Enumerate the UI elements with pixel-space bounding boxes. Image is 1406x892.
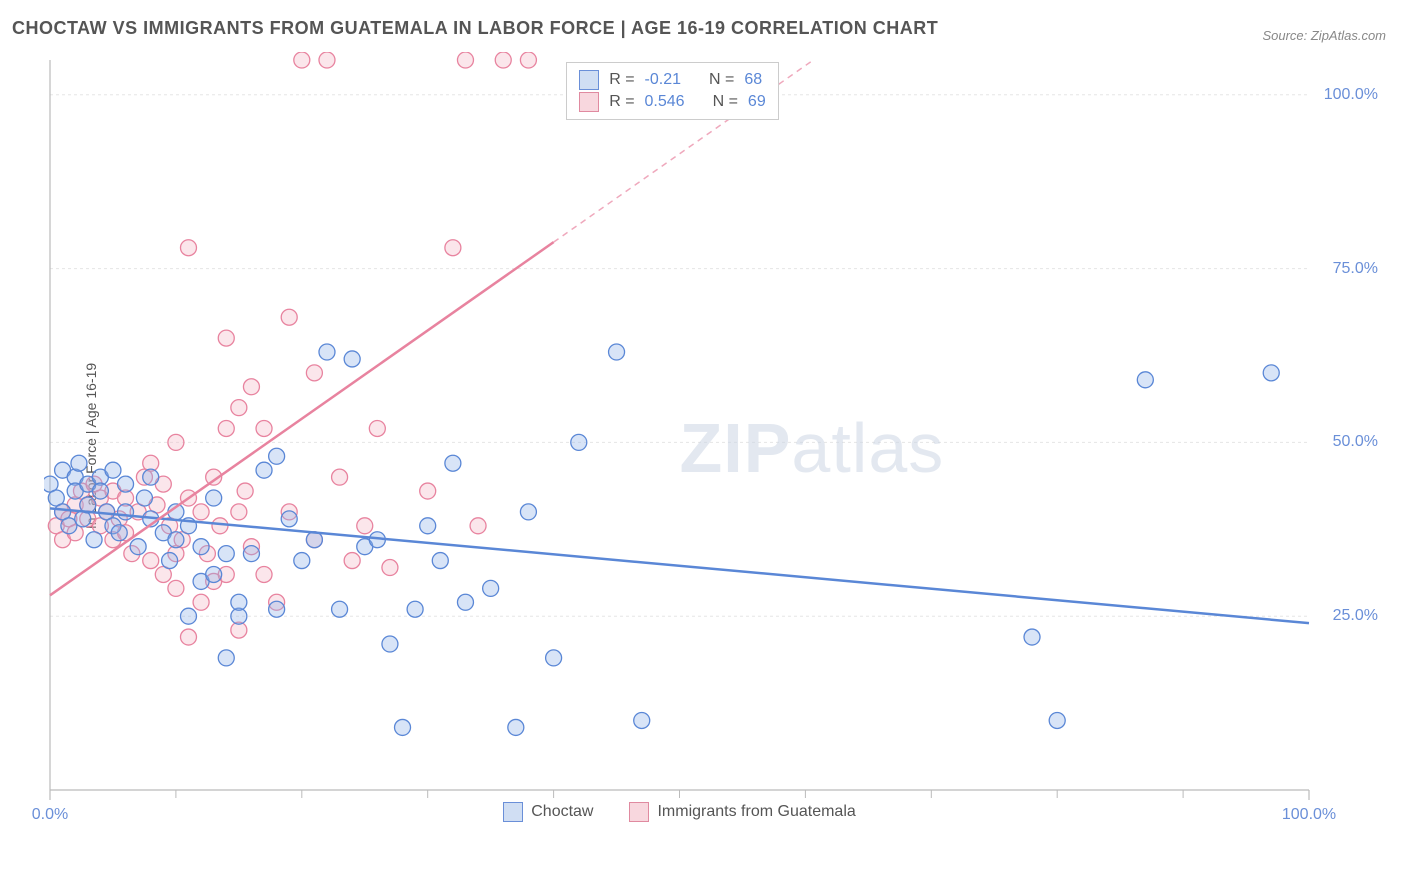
swatch-choctaw	[579, 70, 599, 90]
scatter-plot-svg	[44, 52, 1384, 832]
r-label: R =	[609, 91, 634, 113]
swatch-guatemala	[579, 92, 599, 112]
n-value-choctaw: 68	[744, 69, 762, 91]
y-tick-75: 75.0%	[1333, 260, 1378, 278]
legend-row-guatemala: R = 0.546 N = 69	[579, 91, 766, 113]
x-tick-100: 100.0%	[1282, 806, 1336, 824]
chart-source: Source: ZipAtlas.com	[1262, 28, 1386, 43]
series-legend: Choctaw Immigrants from Guatemala	[503, 802, 856, 822]
y-tick-25: 25.0%	[1333, 607, 1378, 625]
n-value-guatemala: 69	[748, 91, 766, 113]
legend-label-guatemala: Immigrants from Guatemala	[657, 803, 855, 821]
x-tick-0: 0.0%	[32, 806, 68, 824]
r-value-choctaw: -0.21	[645, 69, 681, 91]
swatch-choctaw-bottom	[503, 802, 523, 822]
y-tick-100: 100.0%	[1324, 86, 1378, 104]
swatch-guatemala-bottom	[629, 802, 649, 822]
chart-container: { "title": "CHOCTAW VS IMMIGRANTS FROM G…	[0, 0, 1406, 892]
r-value-guatemala: 0.546	[645, 91, 685, 113]
plot-area: 25.0% 50.0% 75.0% 100.0% 0.0% 100.0% R =…	[44, 52, 1384, 832]
correlation-legend: R = -0.21 N = 68 R = 0.546 N = 69	[566, 62, 779, 120]
n-label: N =	[713, 91, 738, 113]
legend-label-choctaw: Choctaw	[531, 803, 593, 821]
y-tick-50: 50.0%	[1333, 433, 1378, 451]
chart-title: CHOCTAW VS IMMIGRANTS FROM GUATEMALA IN …	[12, 18, 938, 39]
legend-row-choctaw: R = -0.21 N = 68	[579, 69, 766, 91]
r-label: R =	[609, 69, 634, 91]
n-label: N =	[709, 69, 734, 91]
